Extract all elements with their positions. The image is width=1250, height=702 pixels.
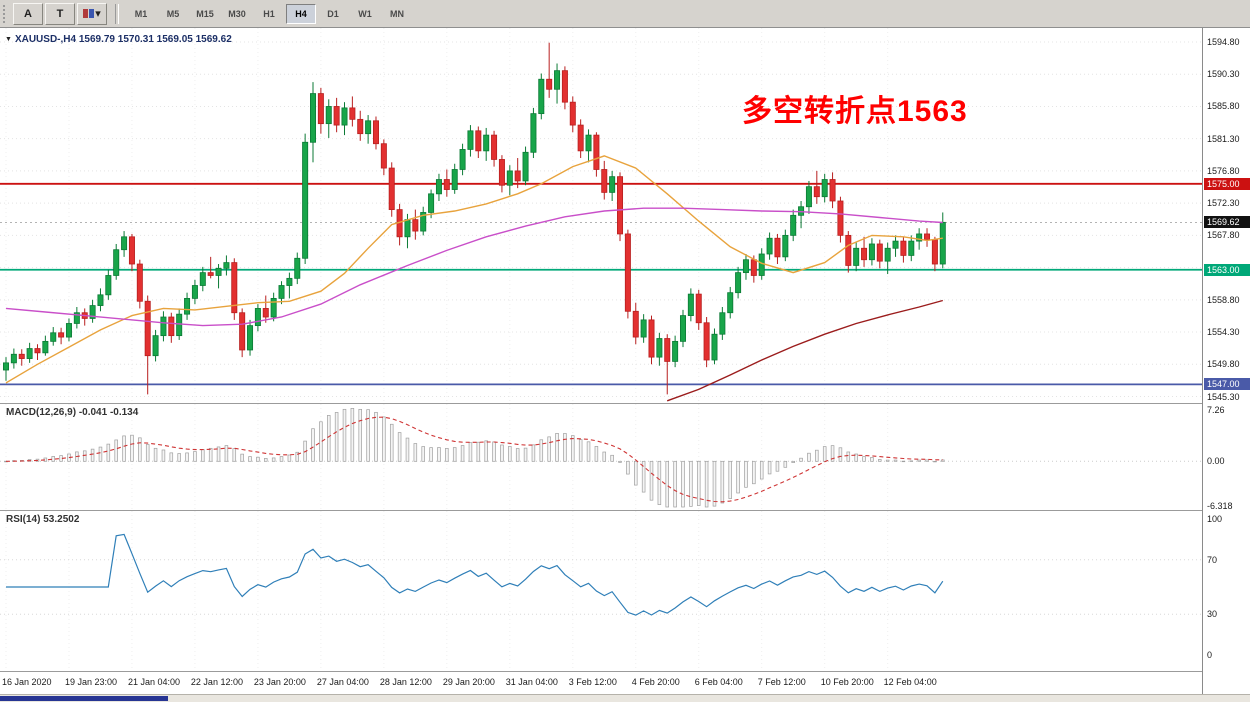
macd-name: MACD(12,26,9): [6, 407, 77, 418]
rsi-value: 53.2502: [43, 514, 80, 525]
tool-button-group: A T ▾: [13, 2, 109, 25]
chart-h-scrollbar[interactable]: [0, 694, 1250, 702]
rsi-panel-canvas[interactable]: [0, 511, 1202, 671]
panel-separator[interactable]: [0, 510, 1250, 511]
time-axis-label: 21 Jan 04:00: [127, 677, 180, 687]
macd-panel-canvas[interactable]: [0, 404, 1202, 510]
toolbar-separator: [115, 3, 119, 24]
current-price-label: 1569.62: [1204, 216, 1250, 229]
timeframe-button-M5[interactable]: M5: [166, 8, 180, 19]
chart-title: ▼ XAUUSD-,H4 1569.79 1570.31 1569.05 1569…: [5, 34, 232, 45]
chart-title-text: XAUUSD-,H4 1569.79 1570.31 1569.05 1569.…: [14, 34, 232, 45]
annotation-tool-button[interactable]: A: [13, 2, 43, 25]
timeframe-button-MN[interactable]: MN: [390, 8, 404, 19]
time-axis-label: 7 Feb 12:00: [757, 677, 806, 687]
timeframe-button-D1[interactable]: D1: [327, 8, 339, 19]
timeframe-button-H4[interactable]: H4: [286, 3, 316, 24]
time-axis-label: 3 Feb 12:00: [568, 677, 617, 687]
timeframe-button-W1[interactable]: W1: [358, 8, 372, 19]
chart-text-annotation[interactable]: 多空转折点1563: [742, 95, 968, 128]
timeframe-buttons: M1 M5 M15 M30 H1 H4 D1 W1 MN: [125, 3, 413, 24]
time-axis-label: 6 Feb 04:00: [694, 677, 743, 687]
price-tick-label: 1554.30: [1207, 327, 1240, 338]
colors-dropdown-button[interactable]: ▾: [77, 2, 107, 25]
macd-tick-label: 7.26: [1207, 404, 1225, 415]
macd-signal-line: [5, 416, 943, 503]
chart-collapse-icon[interactable]: ▼: [5, 36, 12, 43]
annotation-tool-button-label: A: [24, 7, 32, 20]
toolbar-grip[interactable]: [3, 4, 8, 23]
rsi-line: [6, 533, 944, 616]
ma-slow: [666, 299, 943, 402]
macd-tick-label: -6.318: [1207, 500, 1233, 511]
rsi-name: RSI(14): [6, 514, 41, 525]
colors-icon: [89, 9, 95, 18]
price-tick-label: 1585.80: [1207, 101, 1240, 112]
price-tick-label: 1590.30: [1207, 69, 1240, 80]
text-tool-button-label: T: [56, 7, 64, 20]
main-chart-canvas[interactable]: [0, 28, 1202, 403]
rsi-tick-label: 0: [1207, 650, 1213, 660]
macd-tick-label: 0.00: [1207, 456, 1225, 467]
time-axis-label: 27 Jan 04:00: [316, 677, 369, 687]
colors-icon: [83, 9, 89, 18]
price-tick-label: 1581.30: [1207, 133, 1240, 144]
time-axis-label: 31 Jan 04:00: [505, 677, 558, 687]
timeframe-button-M15[interactable]: M15: [196, 8, 214, 19]
macd-values: -0.041 -0.134: [78, 407, 139, 418]
time-axis-label: 29 Jan 20:00: [442, 677, 495, 687]
time-axis-label: 22 Jan 12:00: [190, 677, 243, 687]
ma-medium: [5, 207, 943, 327]
timeframe-button-M1[interactable]: M1: [134, 8, 148, 19]
panel-separator[interactable]: [0, 403, 1250, 404]
time-axis-label: 23 Jan 20:00: [253, 677, 306, 687]
price-tick-label: 1549.80: [1207, 359, 1240, 370]
level-price-label: 1575.00: [1204, 177, 1250, 190]
macd-indicator-label: MACD(12,26,9) -0.041 -0.134: [6, 407, 138, 418]
panel-separator: [0, 671, 1250, 672]
text-tool-button[interactable]: T: [45, 2, 75, 25]
ma-fast: [5, 155, 943, 384]
price-axis[interactable]: 1594.80 1590.30 1585.80 1581.30 1576.80 1572.…: [1202, 28, 1250, 702]
time-axis[interactable]: 16 Jan 2020 19 Jan 23:00 21 Jan 04:00 22 Ja…: [0, 672, 1202, 694]
rsi-tick-label: 70: [1207, 554, 1218, 565]
time-axis-label: 4 Feb 20:00: [631, 677, 680, 687]
level-price-label: 1547.00: [1204, 378, 1250, 391]
price-tick-label: 1558.80: [1207, 294, 1240, 305]
rsi-tick-label: 30: [1207, 609, 1218, 620]
scrollbar-thumb[interactable]: [0, 696, 168, 701]
rsi-indicator-label: RSI(14) 53.2502: [6, 514, 79, 525]
time-axis-label: 28 Jan 12:00: [379, 677, 432, 687]
price-tick-label: 1572.30: [1207, 198, 1240, 209]
timeframe-button-H1[interactable]: H1: [263, 8, 275, 19]
price-tick-label: 1567.80: [1207, 230, 1240, 241]
time-axis-label: 10 Feb 20:00: [820, 677, 874, 687]
price-tick-label: 1594.80: [1207, 37, 1240, 47]
chart-toolbar: A T ▾ M1 M5 M15 M30 H1 H4 D1 W1 MN: [0, 0, 1250, 28]
time-axis-label: 19 Jan 23:00: [64, 677, 118, 687]
rsi-tick-label: 100: [1207, 514, 1223, 524]
price-tick-label: 1576.80: [1207, 165, 1240, 176]
colors-dropdown-button-label: ▾: [95, 7, 101, 20]
timeframe-button-M30[interactable]: M30: [228, 8, 246, 19]
level-price-label: 1563.00: [1204, 263, 1250, 276]
time-axis-label: 12 Feb 04:00: [883, 677, 937, 687]
price-tick-label: 1545.30: [1207, 391, 1240, 402]
time-axis-label: 16 Jan 2020: [2, 677, 52, 687]
